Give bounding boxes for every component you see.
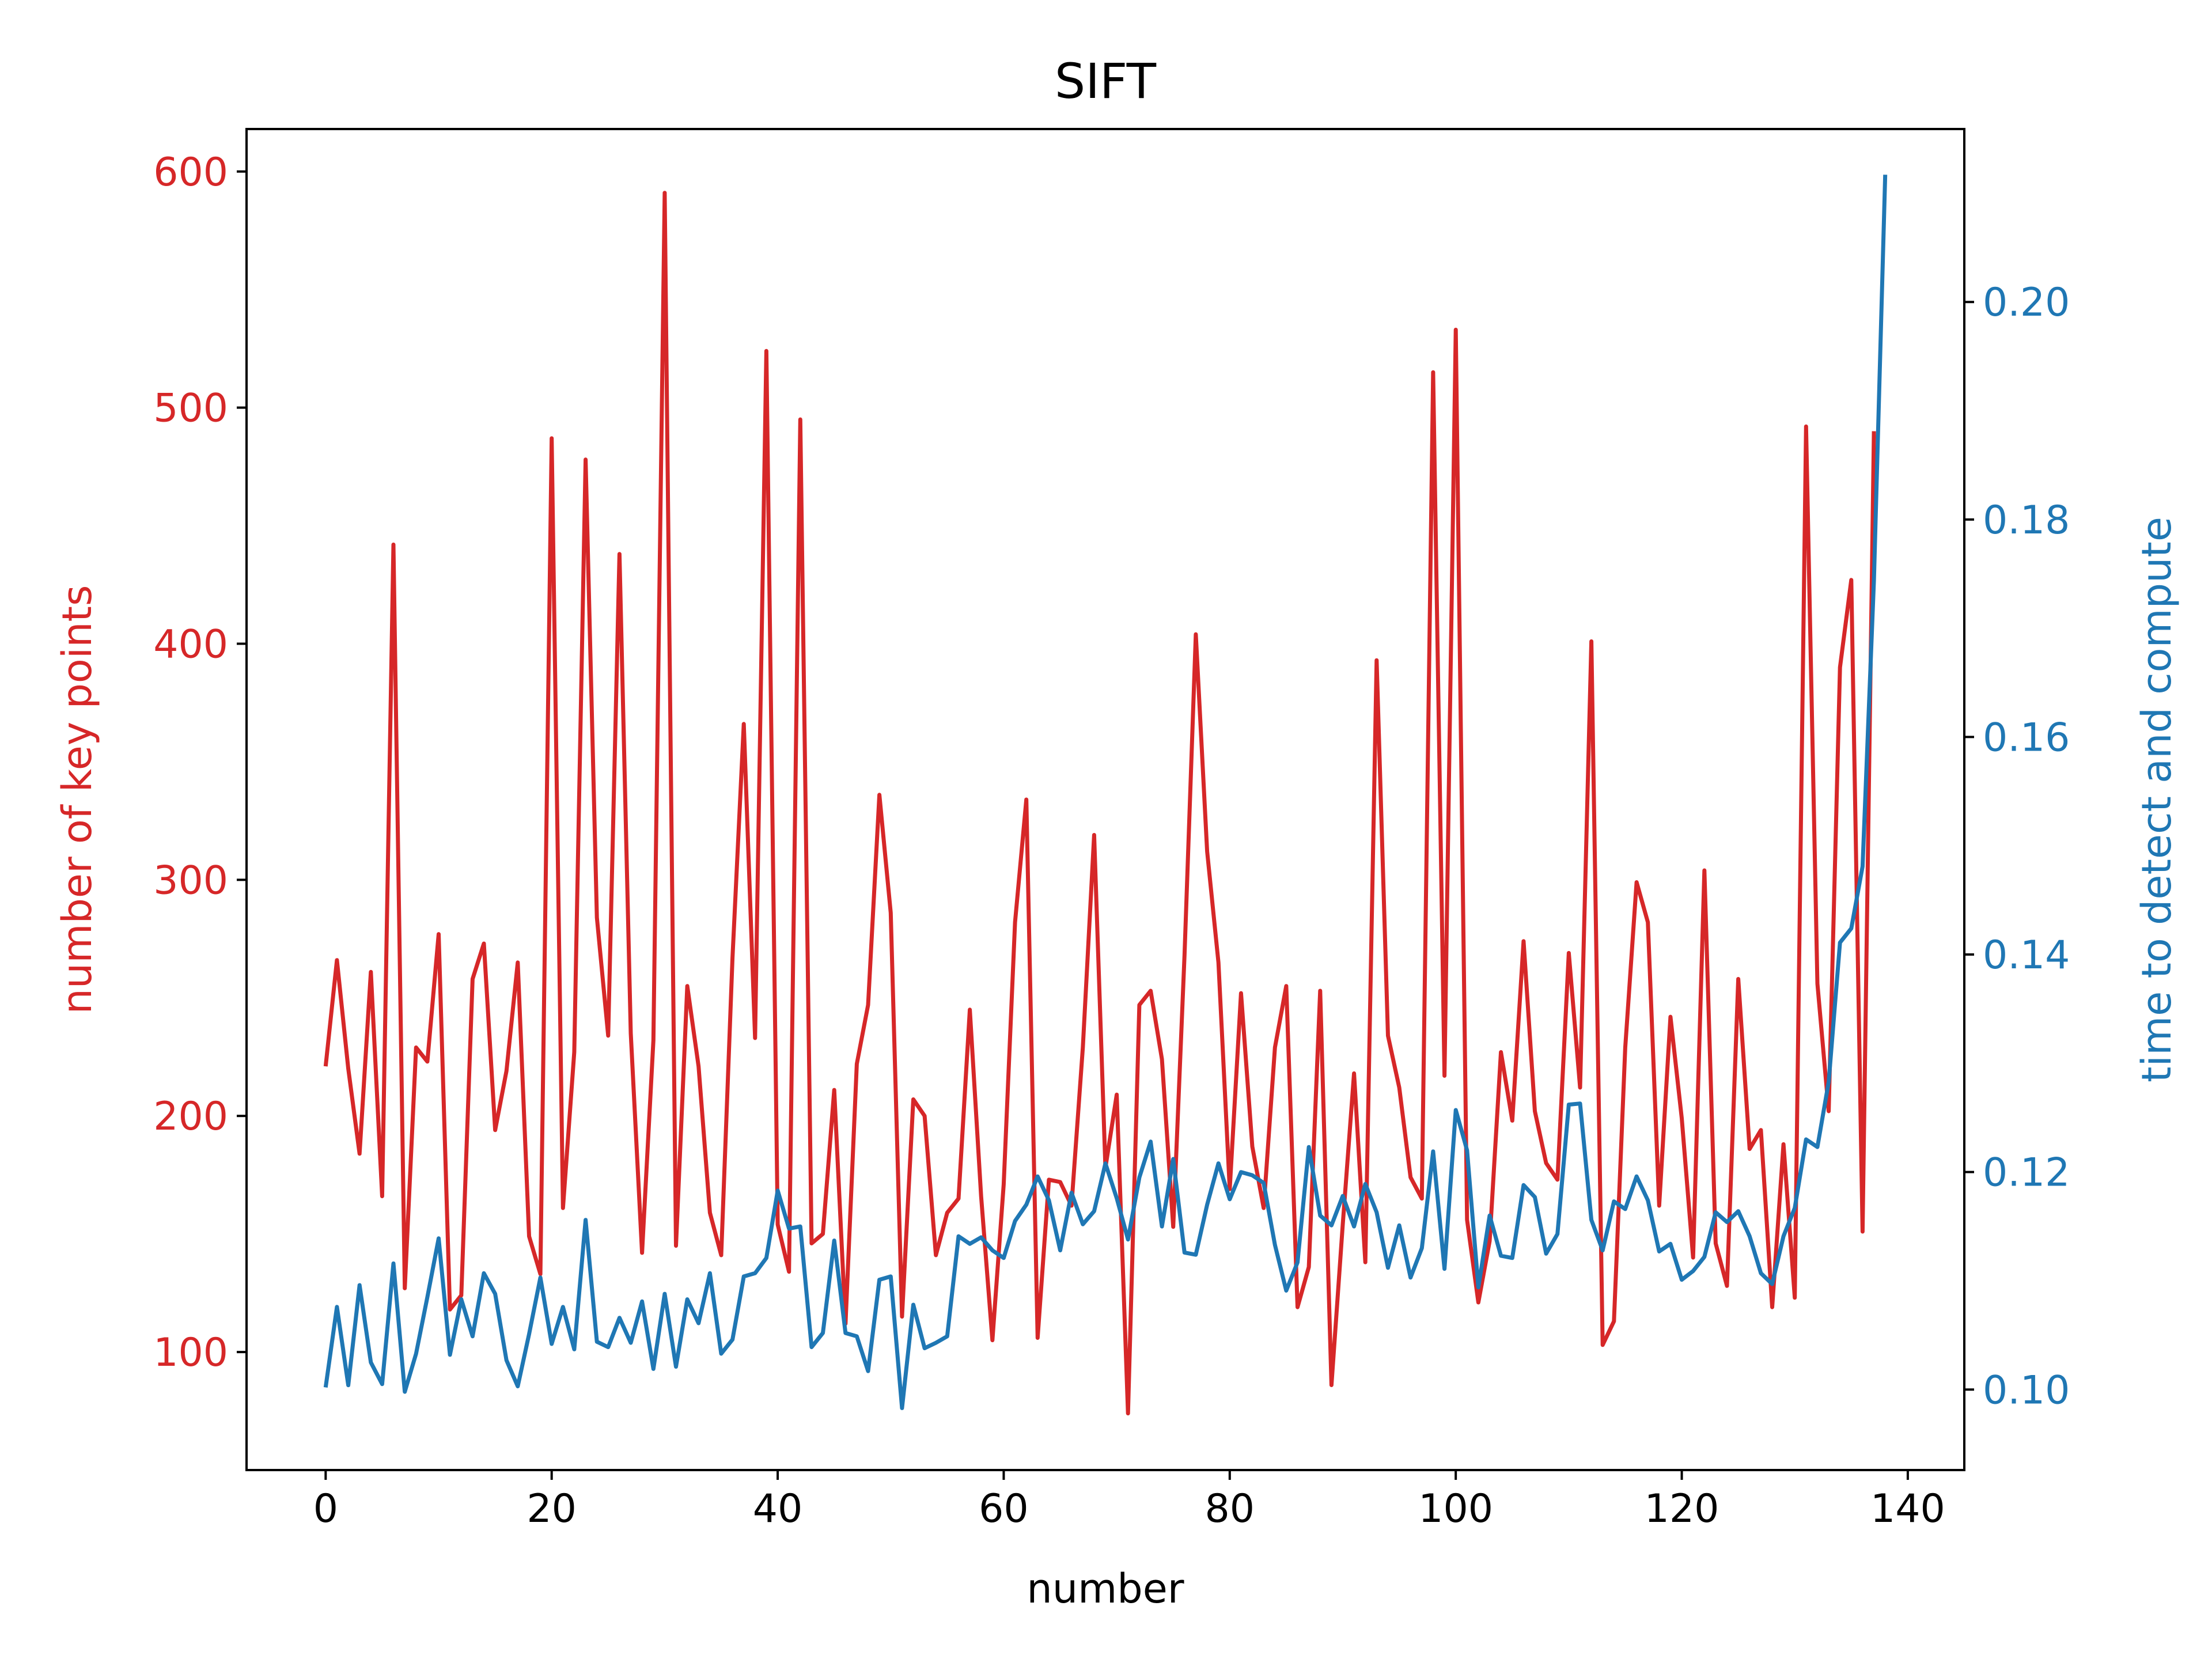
x-tick-label: 40 bbox=[753, 1486, 803, 1532]
right-y-tick-label: 0.10 bbox=[1983, 1368, 2070, 1413]
x-axis-ticks: 0 20 40 60 80 100 120 140 bbox=[313, 1470, 1945, 1532]
x-tick-label: 60 bbox=[979, 1486, 1029, 1532]
keypoints-series-line bbox=[323, 191, 1876, 1416]
left-y-axis-title: number of key points bbox=[54, 585, 101, 1014]
right-y-tick-label: 0.12 bbox=[1983, 1150, 2070, 1196]
time-series-line bbox=[323, 175, 1888, 1410]
right-y-axis-ticks: 0.10 0.12 0.14 0.16 0.18 0.20 bbox=[1964, 280, 2070, 1413]
left-y-tick-label: 400 bbox=[153, 622, 228, 667]
x-axis-title: number bbox=[1027, 1565, 1184, 1612]
right-y-tick-label: 0.16 bbox=[1983, 715, 2070, 760]
left-y-tick-label: 100 bbox=[153, 1330, 228, 1376]
x-tick-label: 120 bbox=[1645, 1486, 1719, 1532]
x-tick-label: 20 bbox=[527, 1486, 577, 1532]
series-layer bbox=[323, 175, 1888, 1416]
left-y-tick-label: 200 bbox=[153, 1094, 228, 1139]
x-tick-label: 80 bbox=[1205, 1486, 1255, 1532]
right-y-tick-label: 0.20 bbox=[1983, 280, 2070, 325]
right-y-tick-label: 0.18 bbox=[1983, 498, 2070, 543]
x-tick-label: 0 bbox=[313, 1486, 338, 1532]
left-y-tick-label: 600 bbox=[153, 150, 228, 195]
chart-title: SIFT bbox=[1055, 53, 1157, 109]
left-y-tick-label: 500 bbox=[153, 386, 228, 431]
left-y-tick-label: 300 bbox=[153, 858, 228, 903]
right-y-axis-title: time to detect and compute bbox=[2133, 517, 2180, 1082]
x-tick-label: 140 bbox=[1870, 1486, 1945, 1532]
plot-frame bbox=[245, 128, 1965, 1471]
x-tick-label: 100 bbox=[1418, 1486, 1493, 1532]
left-y-axis-ticks: 100 200 300 400 500 600 bbox=[153, 150, 247, 1376]
right-y-tick-label: 0.14 bbox=[1983, 933, 2070, 978]
